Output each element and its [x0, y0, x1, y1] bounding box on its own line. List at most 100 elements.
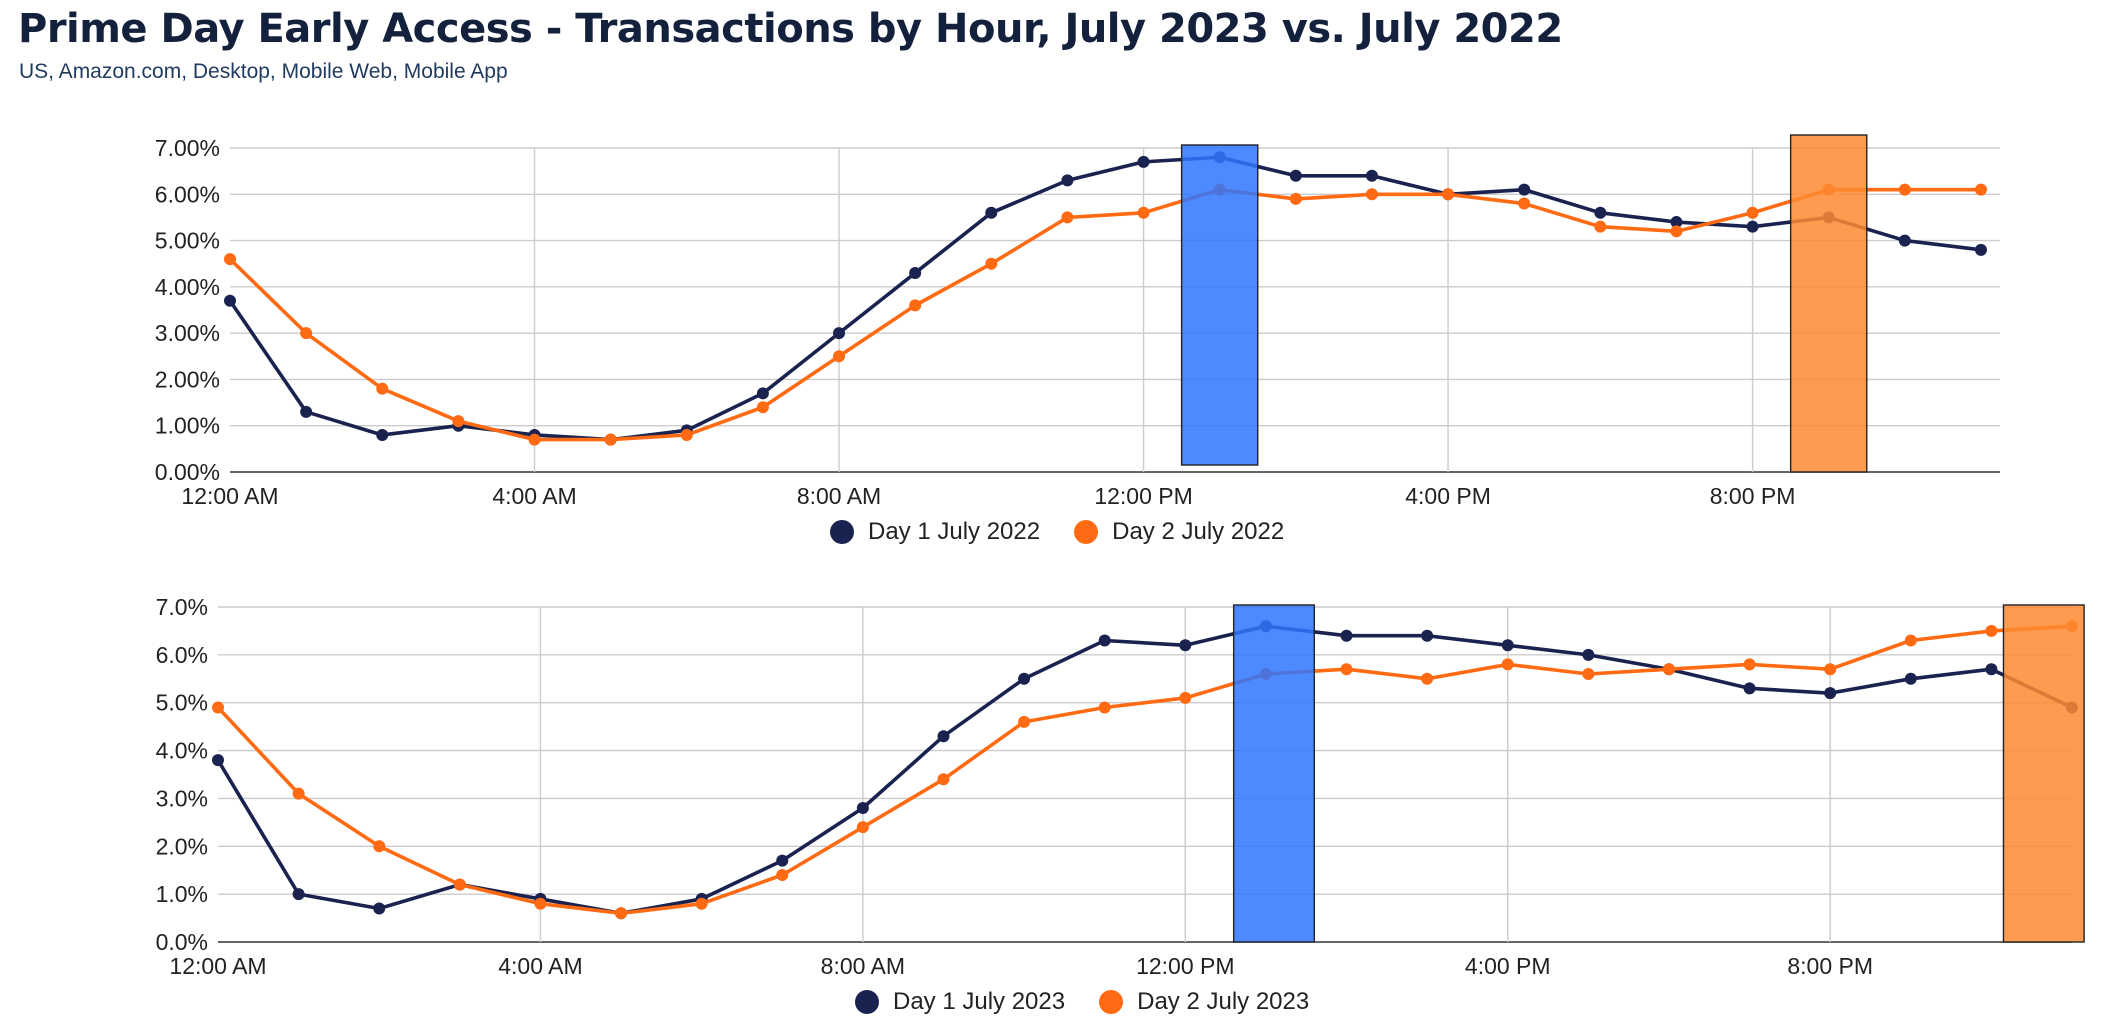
legend-marker-icon [1074, 520, 1099, 544]
data-point-series-2 [1289, 192, 1302, 205]
data-point-series-1 [1061, 174, 1074, 187]
legend-marker-icon [1099, 990, 1124, 1014]
data-point-series-1 [1501, 639, 1514, 652]
data-point-series-2 [1340, 663, 1353, 676]
data-point-series-2 [615, 907, 628, 920]
y-tick-label: 7.0% [156, 594, 208, 620]
x-tick-label: 8:00 PM [1710, 483, 1796, 509]
data-point-series-1 [373, 902, 386, 915]
series-line-2 [216, 624, 2073, 916]
data-point-series-1 [937, 730, 950, 743]
data-point-series-2 [1061, 211, 1074, 224]
data-point-series-1 [1898, 234, 1911, 247]
data-point-series-2 [756, 401, 769, 414]
data-point-series-1 [1974, 243, 1987, 256]
data-point-series-2 [1421, 672, 1434, 685]
data-point-series-1 [1137, 155, 1150, 168]
legend-item-day2-2023[interactable]: Day 2 July 2023 [1099, 988, 1309, 1016]
data-point-series-2 [1974, 183, 1987, 196]
legend-item-day1-2022[interactable]: Day 1 July 2022 [830, 518, 1040, 546]
y-tick-label: 3.00% [155, 320, 220, 346]
x-tick-label: 8:00 AM [821, 953, 905, 979]
data-point-series-2 [604, 433, 617, 446]
y-tick-label: 2.0% [156, 833, 208, 859]
highlight-bar-2 [2002, 604, 2085, 943]
legend-label: Day 2 July 2022 [1112, 518, 1285, 545]
series-line-1 [228, 155, 1982, 442]
page-subtitle: US, Amazon.com, Desktop, Mobile Web, Mob… [19, 60, 508, 83]
data-point-series-1 [856, 802, 869, 814]
legend-item-day1-2023[interactable]: Day 1 July 2023 [855, 988, 1065, 1016]
data-point-series-2 [1501, 658, 1514, 671]
data-point-series-2 [534, 897, 547, 910]
x-tick-label: 12:00 AM [181, 483, 278, 509]
series-line-2 [228, 187, 1981, 442]
legend-label: Day 1 July 2022 [868, 518, 1041, 545]
data-point-series-2 [937, 773, 950, 786]
y-tick-label: 6.00% [155, 181, 220, 207]
y-tick-label: 5.0% [156, 690, 208, 716]
data-point-series-2 [1743, 658, 1756, 671]
y-tick-label: 6.0% [156, 642, 208, 668]
data-point-series-1 [1985, 663, 1998, 676]
data-point-series-1 [1365, 169, 1378, 182]
y-tick-label: 7.00% [155, 135, 220, 161]
data-point-series-2 [695, 897, 708, 910]
highlight-bar-2 [1789, 134, 1868, 473]
data-point-series-2 [1098, 701, 1111, 714]
x-tick-label: 4:00 AM [492, 483, 576, 509]
legend-label: Day 1 July 2023 [893, 988, 1066, 1015]
legend-item-day2-2022[interactable]: Day 2 July 2022 [1074, 518, 1284, 546]
data-point-series-1 [1179, 639, 1192, 652]
x-tick-label: 12:00 PM [1136, 953, 1234, 979]
data-point-series-1 [224, 294, 236, 307]
data-point-series-2 [856, 821, 869, 834]
data-point-series-1 [1018, 672, 1031, 685]
line-chart-2022: 0.00% 1.00% 2.00% 3.00% 4.00% 5.00% 6.00% 7.00%… [155, 134, 2000, 509]
data-point-series-2 [300, 327, 313, 340]
legend-2022: Day 1 July 2022 Day 2 July 2022 [830, 518, 1284, 546]
data-point-series-2 [1670, 225, 1683, 238]
y-tick-label: 4.00% [155, 274, 220, 300]
data-point-series-2 [1582, 668, 1595, 680]
data-point-series-1 [376, 428, 389, 441]
legend-marker-icon [855, 990, 879, 1014]
data-point-series-1 [1421, 629, 1434, 642]
y-tick-label: 1.0% [156, 881, 208, 907]
data-point-series-1 [1289, 169, 1302, 182]
data-point-series-2 [528, 433, 541, 446]
data-point-series-1 [1098, 634, 1111, 647]
data-point-series-2 [1179, 691, 1192, 704]
data-point-series-2 [1442, 188, 1455, 201]
data-point-series-2 [776, 869, 789, 881]
data-point-series-1 [212, 754, 224, 767]
data-point-series-2 [833, 350, 846, 363]
data-point-series-2 [453, 878, 466, 891]
highlight-bar-1 [1232, 604, 1315, 943]
legend-2023: Day 1 July 2023 Day 2 July 2023 [855, 988, 1309, 1016]
data-point-series-2 [1662, 663, 1675, 676]
data-point-series-1 [909, 266, 922, 279]
data-point-series-2 [1594, 220, 1607, 233]
data-point-series-2 [212, 701, 224, 714]
line-chart-2023: 0.0% 1.0% 2.0% 3.0% 4.0% 5.0% 6.0% 7.0% 12:00 AM… [156, 594, 2085, 979]
data-point-series-2 [1518, 197, 1531, 210]
x-tick-label: 12:00 PM [1094, 483, 1192, 509]
series-line-1 [216, 624, 2073, 916]
data-point-series-2 [452, 415, 465, 428]
y-tick-label: 3.0% [156, 785, 208, 811]
data-point-series-2 [985, 257, 998, 270]
y-tick-label: 0.00% [155, 459, 220, 485]
data-point-series-1 [1743, 682, 1756, 695]
data-point-series-1 [833, 327, 846, 340]
x-tick-label: 12:00 AM [169, 953, 266, 979]
data-point-series-2 [376, 382, 389, 395]
page-title: Prime Day Early Access - Transactions by… [18, 6, 1563, 52]
data-point-series-2 [1746, 206, 1759, 219]
y-tick-label: 2.00% [155, 366, 220, 392]
data-point-series-1 [1340, 629, 1353, 642]
x-tick-label: 4:00 AM [498, 953, 582, 979]
data-point-series-1 [1904, 672, 1917, 685]
y-tick-label: 0.0% [156, 929, 208, 955]
data-point-series-2 [680, 428, 693, 441]
